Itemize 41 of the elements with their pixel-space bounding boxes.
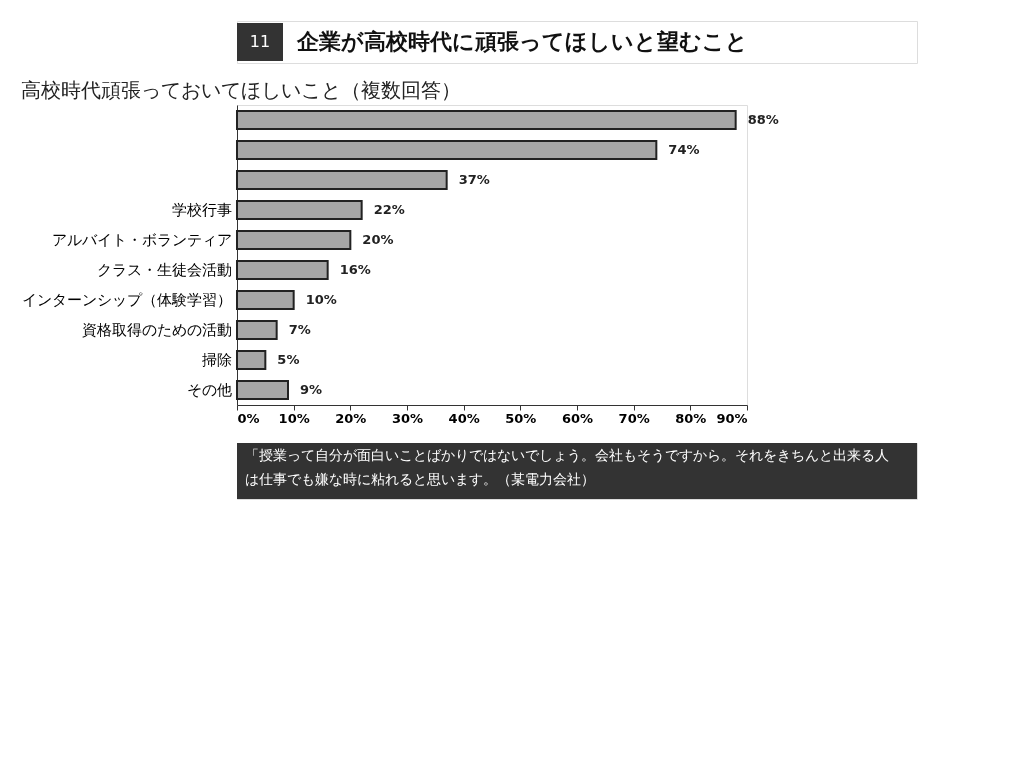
x-tick-label: 70% xyxy=(618,410,650,426)
y-tick-label: その他 xyxy=(186,381,232,399)
chart-subtitle: 高校時代頑張っておいてほしいこと（複数回答） xyxy=(21,78,461,102)
x-tick-label: 0% xyxy=(237,410,260,426)
bar xyxy=(236,110,737,130)
data-label: 9% xyxy=(300,382,323,397)
bar xyxy=(236,230,352,250)
y-tick-label: 学校行事 xyxy=(171,201,232,219)
bar xyxy=(236,290,295,310)
y-tick-label: アルバイト・ボランティア xyxy=(51,231,232,249)
x-tick-label: 30% xyxy=(391,410,424,426)
x-tick-label: 80% xyxy=(675,410,707,426)
x-tick-label: 50% xyxy=(505,410,537,426)
chart-title: 企業が高校時代に頑張ってほしいと望むこと xyxy=(296,29,748,54)
y-tick-label: クラス・生徒会活動 xyxy=(96,261,232,279)
data-label: 22% xyxy=(373,202,405,217)
y-tick-label: 資格取得のための活動 xyxy=(81,321,232,339)
data-label: 20% xyxy=(362,232,394,247)
y-tick-label: 掃除 xyxy=(201,351,232,369)
bar xyxy=(236,140,658,160)
bar xyxy=(236,380,289,400)
bar xyxy=(236,170,448,190)
x-tick-label: 10% xyxy=(278,410,310,426)
text: 「授業って自分が面白いことばかりではないでしょう。会社もそうですから。それをきちんと出来る人は仕事でも嫌な時に粘れると思います。（某電力会社） xyxy=(245,447,889,487)
bar xyxy=(236,200,363,220)
bar xyxy=(236,350,267,370)
data-label: 5% xyxy=(277,352,300,367)
x-tick-label: 60% xyxy=(561,410,594,426)
x-tick-label: 20% xyxy=(335,410,367,426)
data-label: 74% xyxy=(668,142,700,157)
x-tick-label: 40% xyxy=(448,410,480,426)
data-label: 16% xyxy=(339,262,371,277)
bar xyxy=(236,260,329,280)
data-label: 10% xyxy=(305,292,337,307)
x-tick-label: 90% xyxy=(716,410,748,426)
text: 11 xyxy=(249,32,271,51)
data-label: 37% xyxy=(458,172,490,187)
data-label: 88% xyxy=(747,112,779,127)
data-label: 7% xyxy=(288,322,311,337)
y-tick-label: インターンシップ（体験学習） xyxy=(21,291,232,309)
bar xyxy=(236,320,278,340)
